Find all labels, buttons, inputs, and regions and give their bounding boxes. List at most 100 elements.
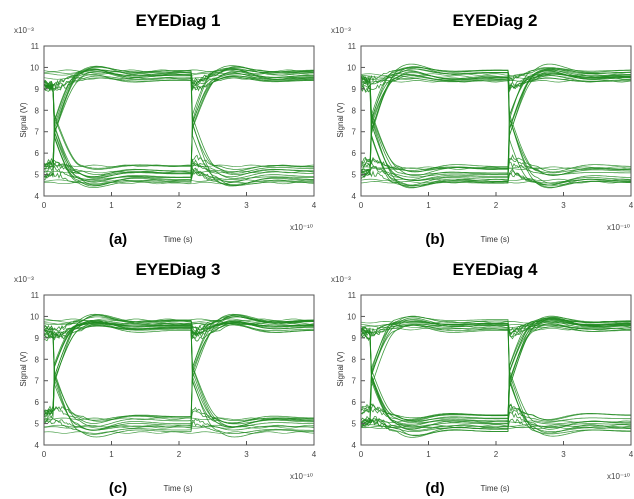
eye-trace-line <box>360 77 631 93</box>
eye-level-line <box>360 178 632 182</box>
eye-trace-line <box>43 327 314 438</box>
x-tick-label: 2 <box>177 450 182 459</box>
eye-trace-line <box>360 323 631 423</box>
x-tick-label: 1 <box>426 450 431 459</box>
x-tick-label: 0 <box>359 450 364 459</box>
eye-trace-line <box>43 405 314 424</box>
eye-trace-line <box>360 170 632 188</box>
x-tick-label: 3 <box>561 450 566 459</box>
eye-trace-line <box>43 75 315 178</box>
chart-title: EYEDiag 2 <box>452 11 537 30</box>
eye-trace-line <box>43 325 314 422</box>
x-tick-label: 3 <box>561 201 566 210</box>
y-tick-label: 6 <box>352 149 357 158</box>
axis-ticks: 0 1 2 3 4 4 5 6 7 8 9 10 11 <box>347 42 634 210</box>
y-tick-label: 7 <box>352 128 357 137</box>
eye-trace-line <box>360 318 631 422</box>
y-axis-label: Signal (V) <box>336 102 345 137</box>
panel-label: (d) <box>425 480 444 497</box>
eye-trace-line <box>43 77 314 92</box>
eye-trace-line <box>43 71 314 186</box>
y-tick-label: 7 <box>352 377 357 386</box>
eye-level-line <box>360 77 632 80</box>
y-tick-label: 8 <box>352 355 357 364</box>
y-tick-label: 8 <box>352 106 357 115</box>
y-tick-label: 7 <box>35 377 40 386</box>
eye-trace-line <box>360 66 631 184</box>
x-tick-label: 1 <box>109 450 114 459</box>
eye-trace-line <box>43 80 314 179</box>
x-tick-label: 4 <box>629 450 634 459</box>
chart-title: EYEDiag 4 <box>452 260 538 279</box>
eye-trace-line <box>43 83 314 180</box>
eye-level-line <box>43 322 315 326</box>
eye-diagram-panel-1: EYEDiag 1 x10⁻³ x10⁻¹⁰ Signal (V) Time (… <box>0 0 317 249</box>
eye-trace-line <box>360 315 631 423</box>
eye-diagram-panel-4: EYEDiag 4 x10⁻³ x10⁻¹⁰ Signal (V) Time (… <box>317 249 634 498</box>
panel-label: (c) <box>109 480 127 497</box>
eye-trace-line <box>360 329 631 420</box>
eye-trace-line <box>43 321 315 421</box>
y-tick-label: 6 <box>352 398 357 407</box>
x-axis-label: Time (s) <box>480 484 509 493</box>
eye-trace-line <box>43 73 314 169</box>
eye-diagram-chart-1: EYEDiag 1 x10⁻³ x10⁻¹⁰ Signal (V) Time (… <box>14 11 317 248</box>
eye-trace-line <box>360 66 631 174</box>
y-tick-label: 5 <box>352 420 357 429</box>
y-tick-label: 10 <box>347 312 356 321</box>
eye-trace-line <box>360 319 631 419</box>
x-tick-label: 3 <box>244 450 249 459</box>
y-tick-label: 11 <box>348 291 357 300</box>
eye-diagram-chart-4: EYEDiag 4 x10⁻³ x10⁻¹⁰ Signal (V) Time (… <box>331 260 634 497</box>
axis-ticks: 0 1 2 3 4 4 5 6 7 8 9 10 11 <box>347 291 634 459</box>
chart-title: EYEDiag 3 <box>135 260 220 279</box>
eye-level-line <box>360 327 632 331</box>
eye-trace-line <box>360 68 631 172</box>
eye-level-line <box>43 431 315 434</box>
eye-level-line <box>43 179 315 182</box>
x-tick-label: 4 <box>312 201 317 210</box>
eye-trace-line <box>360 322 631 415</box>
eye-trace-line <box>360 71 631 171</box>
eye-trace-line <box>43 75 314 171</box>
eye-trace-line <box>360 326 631 428</box>
eye-trace-line <box>43 321 314 428</box>
eye-trace-line <box>43 68 314 179</box>
eye-trace-line <box>43 320 314 424</box>
eye-trace-line <box>360 317 632 437</box>
eye-level-line <box>360 424 632 427</box>
eye-trace-line <box>360 320 631 428</box>
eye-trace-line <box>43 323 315 431</box>
eye-trace-line <box>43 67 314 182</box>
eye-level-line <box>361 75 632 78</box>
y-tick-label: 5 <box>35 171 40 180</box>
eye-trace-line <box>43 66 314 181</box>
eye-trace-line <box>44 65 315 174</box>
x-tick-label: 4 <box>629 201 634 210</box>
panel-label: (b) <box>425 231 444 248</box>
eye-trace-line <box>43 84 315 186</box>
eye-trace-line <box>43 76 314 178</box>
eye-trace-line <box>360 317 631 425</box>
eye-trace-line <box>43 316 314 422</box>
x-tick-label: 1 <box>109 201 114 210</box>
eye-trace-line <box>43 69 314 168</box>
x-tick-label: 4 <box>312 450 317 459</box>
axis-ticks: 0 1 2 3 4 4 5 6 7 8 9 10 11 <box>30 42 317 210</box>
y-axis-label: Signal (V) <box>19 102 28 137</box>
eye-level-line <box>360 323 632 327</box>
eye-trace-line <box>360 73 631 181</box>
eye-trace-line <box>43 321 314 338</box>
x-tick-label: 2 <box>177 201 182 210</box>
y-tick-label: 9 <box>35 85 40 94</box>
y-tick-label: 6 <box>35 149 40 158</box>
x-exponent-label: x10⁻¹⁰ <box>290 223 313 232</box>
eye-trace-line <box>360 73 631 172</box>
eye-trace-line <box>43 324 314 435</box>
y-tick-label: 9 <box>352 334 357 343</box>
y-tick-label: 4 <box>352 441 357 450</box>
eye-trace-line <box>43 325 314 428</box>
eye-trace-line <box>43 315 314 431</box>
eye-level-line <box>43 426 315 429</box>
eye-trace-line <box>360 68 631 176</box>
